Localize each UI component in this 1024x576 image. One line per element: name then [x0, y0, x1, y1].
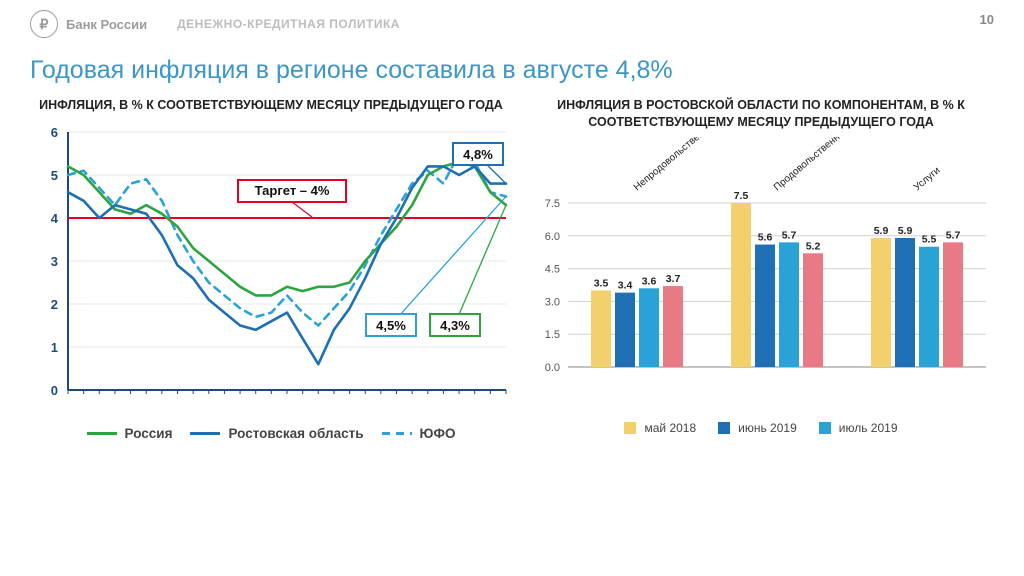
svg-text:0: 0 [51, 383, 58, 398]
bar-chart-legend: май 2018 июнь 2019 июль 2019 [526, 421, 996, 435]
legend-item: июль 2019 [819, 421, 898, 435]
left-chart-subtitle: ИНФЛЯЦИЯ, В % К СООТВЕТСТВУЮЩЕМУ МЕСЯЦУ … [26, 97, 516, 114]
legend-label-russia: Россия [125, 426, 173, 441]
svg-text:Услуги: Услуги [912, 165, 943, 193]
legend-swatch-yufo [382, 432, 412, 435]
left-column: ИНФЛЯЦИЯ, В % К СООТВЕТСТВУЮЩЕМУ МЕСЯЦУ … [26, 89, 516, 441]
svg-text:7.5: 7.5 [734, 190, 749, 202]
svg-text:5: 5 [51, 168, 58, 183]
svg-text:7.5: 7.5 [545, 198, 560, 210]
legend-swatch [718, 422, 730, 434]
right-chart-subtitle: ИНФЛЯЦИЯ В РОСТОВСКОЙ ОБЛАСТИ ПО КОМПОНЕ… [526, 97, 996, 131]
svg-text:3.5: 3.5 [594, 277, 609, 289]
svg-text:Непродовольствен…: Непродовольствен… [632, 137, 714, 193]
svg-text:4: 4 [51, 211, 59, 226]
svg-text:5.7: 5.7 [946, 229, 961, 241]
page-number: 10 [980, 12, 994, 27]
svg-text:3.6: 3.6 [642, 275, 657, 287]
legend-russia: Россия [87, 426, 173, 441]
svg-text:Продовольственн…: Продовольственн… [772, 137, 850, 193]
svg-text:6.0: 6.0 [545, 231, 560, 243]
legend-yufo: ЮФО [382, 426, 456, 441]
main-content: ИНФЛЯЦИЯ, В % К СООТВЕТСТВУЮЩЕМУ МЕСЯЦУ … [0, 89, 1024, 441]
svg-text:5.9: 5.9 [874, 225, 889, 237]
svg-text:2: 2 [51, 297, 58, 312]
legend-swatch-rostov [190, 432, 220, 435]
section-label: ДЕНЕЖНО-КРЕДИТНАЯ ПОЛИТИКА [177, 17, 400, 31]
svg-text:5.6: 5.6 [758, 231, 773, 243]
svg-text:1.5: 1.5 [545, 329, 560, 341]
bank-logo: ₽ Банк России [30, 10, 147, 38]
logo-circle: ₽ [30, 10, 58, 38]
inflation-line-chart: 0 1 2 3 4 5 6 Таргет – 4% 4,8% 4,5% 4,3% [26, 120, 516, 420]
svg-text:5.2: 5.2 [806, 240, 821, 252]
svg-text:0.0: 0.0 [545, 362, 560, 374]
legend-item: май 2018 [624, 421, 696, 435]
legend-label: июль 2019 [839, 421, 898, 435]
svg-text:4.5: 4.5 [545, 263, 560, 275]
legend-label-yufo: ЮФО [420, 426, 456, 441]
svg-text:5.9: 5.9 [898, 225, 913, 237]
legend-swatch [819, 422, 831, 434]
svg-text:3.0: 3.0 [545, 296, 560, 308]
legend-item: июнь 2019 [718, 421, 797, 435]
right-column: ИНФЛЯЦИЯ В РОСТОВСКОЙ ОБЛАСТИ ПО КОМПОНЕ… [526, 89, 996, 441]
svg-text:3.7: 3.7 [666, 273, 681, 285]
legend-label: июнь 2019 [738, 421, 797, 435]
svg-text:3.4: 3.4 [618, 279, 633, 291]
svg-text:4,5%: 4,5% [376, 318, 406, 333]
svg-text:4,8%: 4,8% [463, 147, 493, 162]
svg-text:1: 1 [51, 340, 58, 355]
line-chart-legend: Россия Ростовская область ЮФО [26, 426, 516, 441]
svg-text:5.7: 5.7 [782, 229, 797, 241]
svg-text:4,3%: 4,3% [440, 318, 470, 333]
legend-label-rostov: Ростовская область [228, 426, 363, 441]
svg-text:Таргет – 4%: Таргет – 4% [255, 183, 330, 198]
svg-text:5.5: 5.5 [922, 233, 937, 245]
svg-text:3: 3 [51, 254, 58, 269]
bank-name: Банк России [66, 17, 147, 32]
logo-inner: ₽ [40, 16, 49, 33]
components-bar-chart: 0.0 1.5 3.0 4.5 6.0 7.5 Непродовольствен… 3.5 3.… [526, 137, 994, 421]
legend-swatch-russia [87, 432, 117, 435]
legend-label: май 2018 [644, 421, 696, 435]
svg-text:6: 6 [51, 125, 58, 140]
legend-rostov: Ростовская область [190, 426, 363, 441]
header: ₽ Банк России ДЕНЕЖНО-КРЕДИТНАЯ ПОЛИТИКА… [0, 0, 1024, 42]
page-title: Годовая инфляция в регионе составила в а… [0, 42, 1024, 89]
legend-swatch [624, 422, 636, 434]
